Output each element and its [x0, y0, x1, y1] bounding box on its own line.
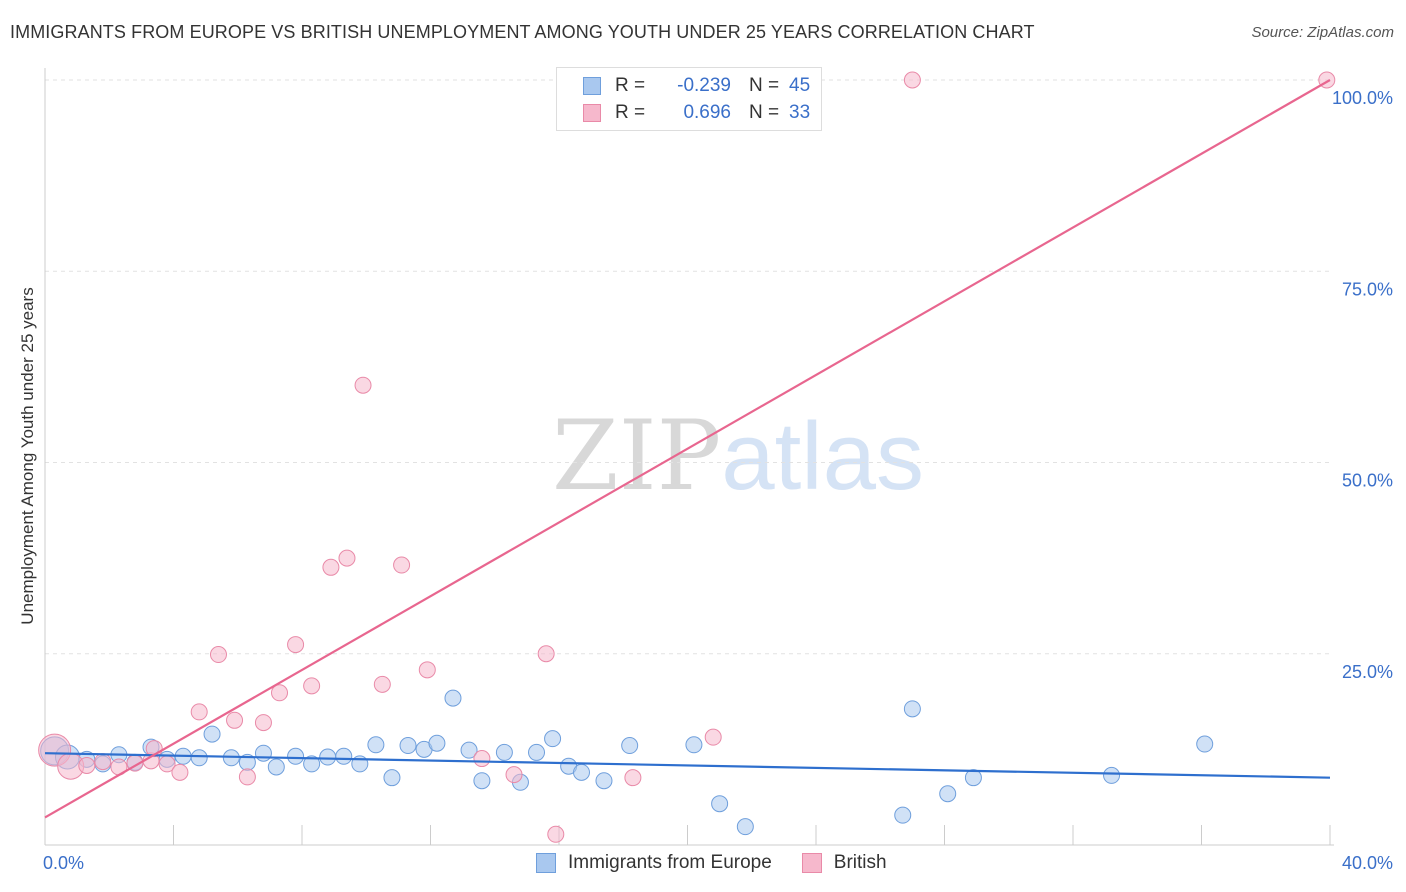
europe-point: [595, 772, 613, 790]
europe-point: [303, 755, 321, 773]
british-point: [418, 661, 436, 679]
europe-point: [254, 744, 272, 762]
legend-n-value: 33: [789, 102, 811, 123]
y-tick-label: 75.0%: [1342, 279, 1393, 299]
y-tick-label: 25.0%: [1342, 662, 1393, 682]
europe-point: [495, 743, 513, 761]
series-legend-british[interactable]: British: [801, 852, 887, 874]
europe-point: [711, 795, 729, 813]
europe-point: [903, 700, 921, 718]
europe-point: [444, 689, 462, 707]
british-point: [287, 636, 305, 654]
europe-point: [267, 758, 285, 776]
series-swatch-british: [801, 853, 822, 873]
legend-row-british: R = 0.696 N = 33: [557, 100, 810, 126]
x-tick-label: 40.0%: [1342, 853, 1393, 873]
legend-swatch-europe: [583, 77, 601, 95]
british-point: [322, 558, 340, 576]
british-point: [254, 714, 272, 732]
british-point: [271, 684, 289, 702]
europe-point: [428, 734, 446, 752]
europe-point: [190, 749, 208, 767]
europe-point: [544, 730, 562, 748]
europe-point: [319, 748, 337, 766]
british-point: [171, 763, 189, 781]
source-credit: Source: ZipAtlas.com: [1251, 24, 1394, 41]
europe-point: [1103, 766, 1121, 784]
british-point: [354, 376, 372, 394]
british-point: [303, 677, 321, 695]
europe-point: [203, 725, 221, 743]
british-point: [238, 768, 256, 786]
correlation-legend: R = -0.239 N = 45 R = 0.696 N = 33: [556, 67, 822, 131]
legend-n-value: 45: [789, 75, 811, 96]
legend-r-value: -0.239: [677, 75, 731, 96]
series-legend: Immigrants from Europe British: [536, 852, 917, 874]
europe-point: [335, 747, 353, 765]
british-point: [473, 750, 491, 768]
europe-point: [528, 743, 546, 761]
legend-r-value: 0.696: [683, 102, 731, 123]
british-point: [624, 769, 642, 787]
europe-point: [287, 747, 305, 765]
europe-point: [572, 763, 590, 781]
british-trend-line: [44, 79, 1331, 819]
europe-point: [964, 769, 982, 787]
british-point: [94, 753, 112, 771]
europe-point: [367, 736, 385, 754]
legend-r-label: R =: [615, 75, 646, 96]
series-swatch-europe: [536, 853, 556, 873]
british-point: [393, 556, 411, 574]
europe-trend-line: [44, 752, 1331, 779]
legend-r-label: R =: [615, 102, 646, 123]
series-label-europe: Immigrants from Europe: [568, 852, 772, 873]
x-tick-label: 0.0%: [43, 853, 84, 873]
y-axis-label: Unemployment Among Youth under 25 years: [18, 287, 37, 625]
europe-point: [894, 806, 912, 824]
british-point: [338, 549, 356, 567]
europe-point: [621, 737, 639, 755]
british-point: [78, 756, 96, 774]
legend-swatch-british: [583, 104, 601, 122]
europe-point: [685, 736, 703, 754]
europe-point: [1196, 735, 1214, 753]
british-point: [209, 646, 227, 664]
watermark-atlas: atlas: [721, 403, 924, 510]
british-point: [704, 728, 722, 746]
europe-point: [383, 769, 401, 787]
british-point: [537, 645, 555, 663]
legend-row-europe: R = -0.239 N = 45: [557, 73, 810, 99]
y-tick-label: 100.0%: [1332, 88, 1393, 108]
british-point: [190, 703, 208, 721]
british-point: [547, 825, 565, 843]
series-legend-europe[interactable]: Immigrants from Europe: [536, 852, 772, 874]
europe-point: [460, 741, 478, 759]
british-point: [373, 675, 391, 693]
europe-point: [473, 772, 491, 790]
british-point: [903, 71, 921, 89]
europe-point: [939, 785, 957, 803]
chart-title: IMMIGRANTS FROM EUROPE VS BRITISH UNEMPL…: [10, 22, 1035, 42]
legend-n-label: N =: [749, 75, 780, 96]
watermark: ZIPatlas: [552, 400, 924, 512]
british-point: [226, 711, 244, 729]
y-tick-label: 50.0%: [1342, 471, 1393, 491]
series-label-british: British: [833, 852, 887, 873]
watermark-zip: ZIP: [552, 400, 722, 512]
europe-point: [736, 818, 754, 836]
british-point: [505, 766, 523, 784]
legend-n-label: N =: [749, 102, 780, 123]
europe-point: [399, 737, 417, 755]
